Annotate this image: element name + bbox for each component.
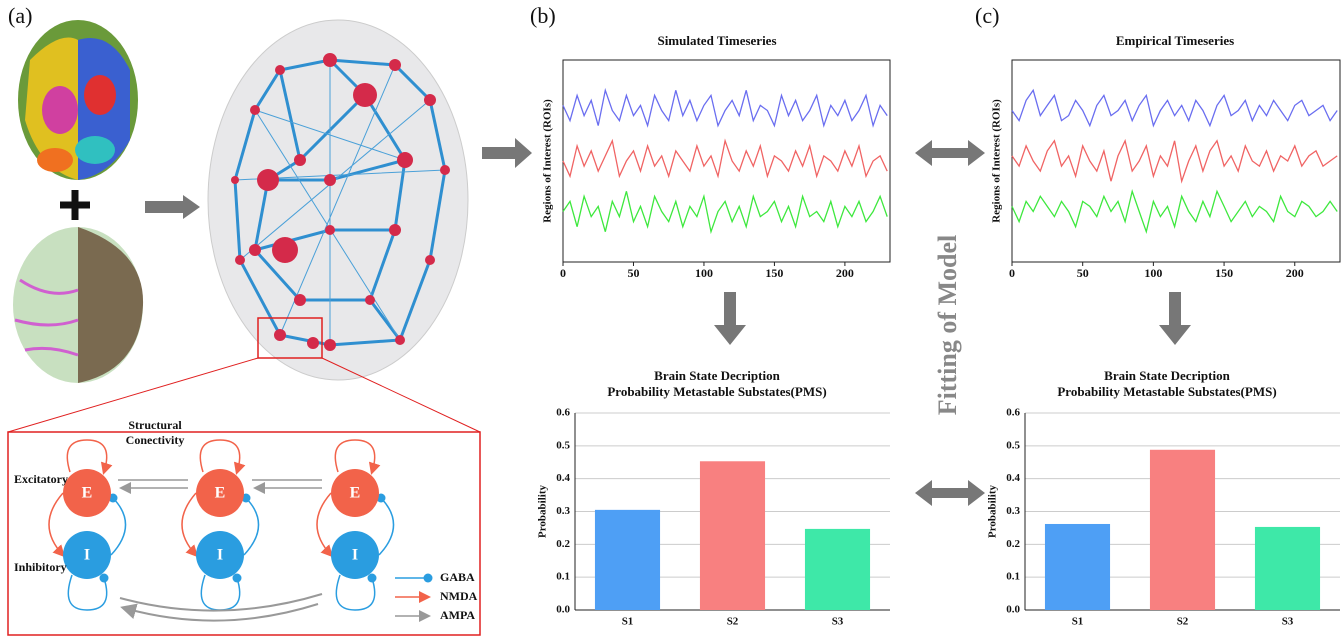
chart-subtitle: Probability Metastable Substates(PMS) (1057, 384, 1276, 399)
panel-label: (c) (975, 3, 999, 28)
x-tick-label: 100 (695, 266, 713, 280)
series-line (562, 87, 888, 128)
x-tick-label: S2 (1177, 616, 1189, 628)
y-tick-label: 0.3 (556, 505, 570, 517)
x-tick-label: 50 (1077, 266, 1089, 280)
node-label: I (352, 547, 358, 564)
y-tick-label: 0.0 (556, 604, 570, 616)
legend-label: NMDA (440, 589, 478, 603)
fitting-label: Fitting of Model (933, 235, 962, 416)
chart-title: Brain State Decription (654, 368, 780, 383)
flow-arrows (482, 138, 1191, 506)
bar (1149, 449, 1216, 610)
y-tick-label: 0.1 (1006, 571, 1020, 583)
y-axis-label: Regions of Interest (ROIs) (991, 99, 1003, 223)
chart-subtitle: Probability Metastable Substates(PMS) (607, 384, 826, 399)
diagram-label: Conectivity (126, 433, 185, 447)
y-tick-label: 0.3 (1006, 505, 1020, 517)
diagram-label: Structural (128, 418, 182, 432)
y-tick-label: 0.0 (1006, 604, 1020, 616)
plot-frame (1011, 59, 1341, 263)
diagram-label: Excitatory (14, 472, 68, 486)
y-tick-label: 0.2 (556, 538, 570, 550)
brain-parcellation (18, 20, 138, 180)
bar (1254, 526, 1321, 610)
x-tick-label: S3 (1282, 616, 1294, 628)
chart-title: Simulated Timeseries (657, 33, 776, 48)
x-tick-label: 200 (1286, 266, 1304, 280)
y-axis-label: Regions of Interest (ROIs) (542, 99, 554, 223)
x-tick-label: 150 (765, 266, 783, 280)
legend-label: GABA (440, 570, 475, 584)
brain-tractography (13, 227, 144, 383)
y-tick-label: 0.6 (1006, 407, 1020, 419)
x-tick-label: 0 (560, 266, 566, 280)
node-label: E (215, 485, 226, 502)
x-tick-label: 0 (1009, 266, 1015, 280)
chart-title: Brain State Decription (1104, 368, 1230, 383)
node-label: I (84, 547, 90, 564)
x-tick-label: 50 (627, 266, 639, 280)
y-tick-label: 0.5 (1006, 439, 1020, 451)
bar (699, 461, 766, 610)
y-axis-label: Probability (537, 485, 549, 538)
series-line (562, 138, 888, 179)
node-label: I (217, 547, 223, 564)
x-tick-label: S3 (832, 616, 844, 628)
series-line (1011, 188, 1338, 235)
y-tick-label: 0.2 (1006, 538, 1020, 550)
brain-network (7, 19, 481, 433)
series-line (562, 191, 888, 235)
series-line (1011, 88, 1338, 128)
node-label: E (350, 485, 361, 502)
diagram-label: Inhibitory (14, 560, 67, 574)
plus (60, 190, 90, 220)
series-line (1011, 138, 1338, 184)
panel-label: (b) (530, 3, 556, 28)
x-tick-label: S1 (1072, 616, 1084, 628)
y-tick-label: 0.6 (556, 407, 570, 419)
circuit-diagram: E I E I E I Structural Conectivity Excit… (7, 418, 481, 636)
node-label: E (82, 485, 93, 502)
y-axis-label: Probability (987, 485, 999, 538)
x-tick-label: 100 (1144, 266, 1162, 280)
x-tick-label: 200 (836, 266, 854, 280)
bar (804, 528, 871, 610)
y-tick-label: 0.1 (556, 571, 570, 583)
y-tick-label: 0.4 (1006, 472, 1020, 484)
x-tick-label: S1 (622, 616, 634, 628)
y-tick-label: 0.5 (556, 439, 570, 451)
chart-title: Empirical Timeseries (1116, 33, 1234, 48)
y-tick-label: 0.4 (556, 472, 570, 484)
bar (1044, 523, 1111, 610)
bar (594, 509, 661, 610)
panel-label: (a) (8, 3, 32, 28)
legend-label: AMPA (440, 608, 475, 622)
x-tick-label: 150 (1215, 266, 1233, 280)
x-tick-label: S2 (727, 616, 739, 628)
arrow-head (183, 195, 200, 219)
